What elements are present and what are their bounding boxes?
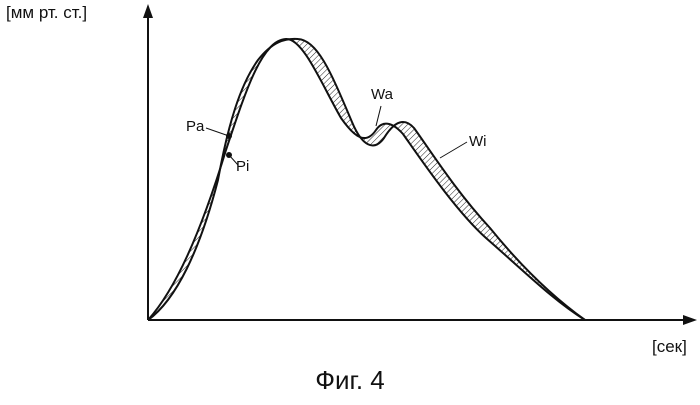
leader-wa <box>376 106 381 126</box>
label-pa: Pa <box>186 118 204 135</box>
y-axis-arrow-icon <box>143 4 153 18</box>
x-axis-label: [сек] <box>652 337 687 357</box>
label-pi: Pi <box>236 158 249 175</box>
leader-pa <box>206 128 229 136</box>
label-wi: Wi <box>469 133 487 150</box>
leader-wi <box>440 142 467 158</box>
waveform-wa <box>148 39 585 320</box>
label-wa: Wa <box>371 86 393 103</box>
x-axis-arrow-icon <box>683 315 697 325</box>
waveform-wi <box>148 39 585 320</box>
y-axis-label: [мм рт. ст.] <box>6 3 87 23</box>
waveform-difference-area <box>148 39 585 320</box>
figure-caption: Фиг. 4 <box>0 365 700 396</box>
